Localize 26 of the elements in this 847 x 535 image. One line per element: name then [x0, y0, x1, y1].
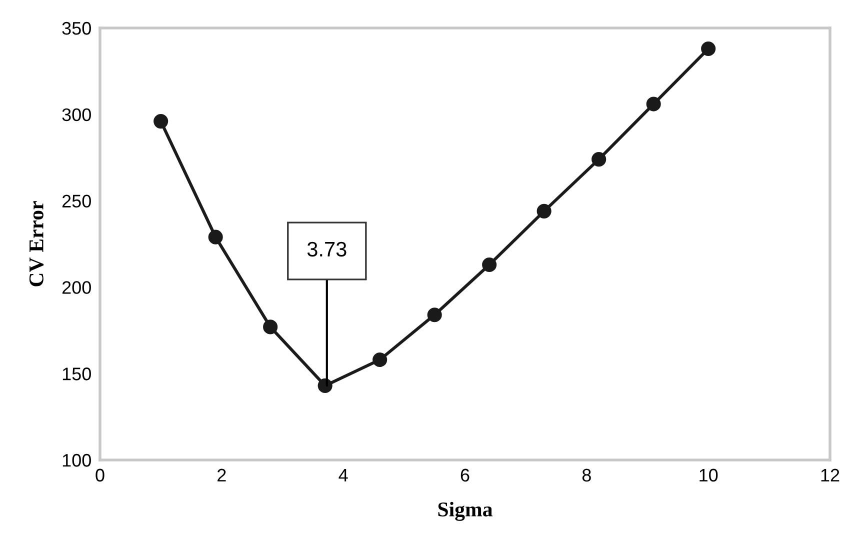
- x-tick-label: 12: [821, 468, 840, 482]
- point: [372, 352, 388, 368]
- y-tick-label: 200: [62, 281, 91, 294]
- y-tick-label: 250: [62, 194, 91, 208]
- point: [536, 204, 552, 218]
- x-tick-label: 4: [338, 468, 348, 482]
- x-tick-label: 10: [700, 468, 718, 482]
- x-tick-label: 0: [96, 468, 104, 482]
- y-axis-title: CV Error: [29, 201, 44, 286]
- y-tick-label: 300: [62, 108, 91, 122]
- point: [208, 230, 223, 244]
- x-tick-label: 6: [460, 468, 470, 482]
- x-axis-title: Sigma: [438, 502, 492, 521]
- y-tick-label: 150: [62, 368, 91, 380]
- point: [701, 41, 716, 56]
- point: [427, 308, 442, 322]
- y-tick-label: 350: [62, 22, 91, 35]
- point: [592, 152, 606, 167]
- point: [646, 96, 661, 112]
- point: [263, 320, 278, 334]
- x-tick-label: 8: [582, 468, 591, 482]
- point: [154, 114, 168, 129]
- annotation: 3.73: [307, 242, 346, 257]
- point: [482, 257, 497, 272]
- x-tick-label: 2: [218, 468, 226, 482]
- y-tick-label: 100: [62, 454, 91, 467]
